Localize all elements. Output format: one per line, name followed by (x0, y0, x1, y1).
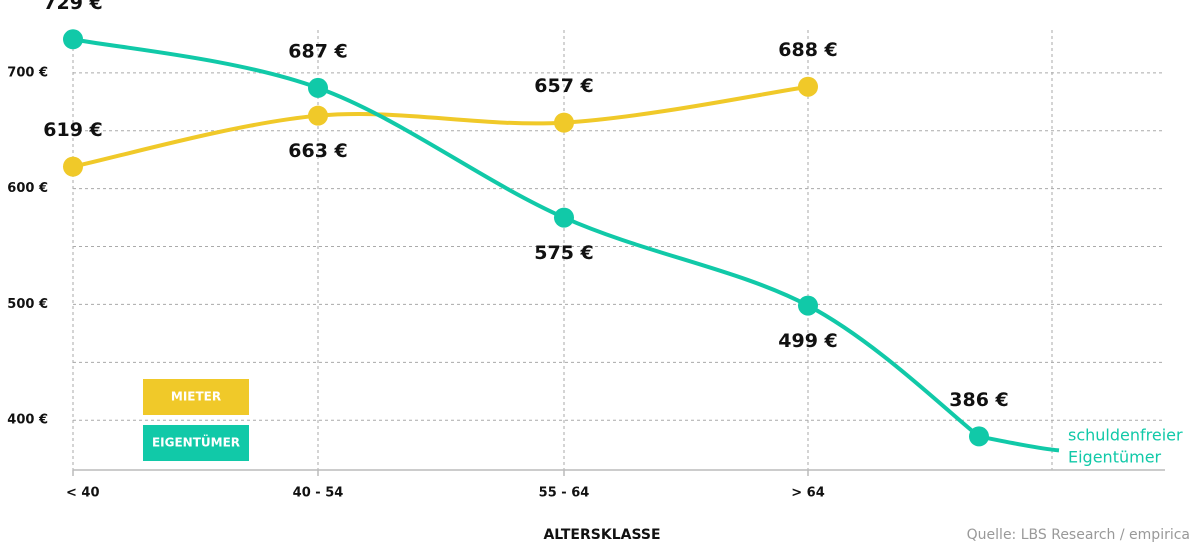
x-axis-label: ALTERSKLASSE (543, 527, 660, 543)
data-point (969, 426, 989, 447)
source: Quelle: LBS Research / empirica (967, 527, 1190, 543)
data-point (798, 295, 818, 316)
y-tick-label: 600 € (7, 181, 48, 196)
data-label: 729 € (43, 0, 103, 14)
data-label: 688 € (778, 39, 838, 61)
legend-label: EIGENTÜMER (152, 435, 240, 450)
y-tick-label: 500 € (7, 297, 48, 312)
y-tick-label: 700 € (7, 65, 48, 80)
data-point (63, 29, 83, 50)
data-label: 687 € (288, 40, 348, 62)
data-point (308, 77, 328, 98)
data-label: 386 € (949, 389, 1009, 411)
data-label: 575 € (534, 242, 594, 264)
x-tick-label: 55 - 64 (539, 486, 590, 501)
series-line (72, 37, 981, 439)
x-tick-label: 40 - 54 (293, 486, 344, 501)
legend-box (143, 379, 249, 415)
y-tick-label: 400 € (7, 413, 48, 428)
x-tick-label: < 40 (66, 486, 100, 501)
data-label: 499 € (778, 330, 838, 352)
line-tail (978, 434, 1060, 453)
x-tick-label: > 64 (791, 486, 825, 501)
legend-label: MIETER (171, 390, 221, 404)
data-label: 663 € (288, 140, 348, 162)
data-point (308, 105, 328, 126)
annotation: Eigentümer (1068, 448, 1162, 467)
annotation: schuldenfreier (1068, 426, 1183, 445)
data-point (63, 156, 83, 177)
data-point (554, 207, 574, 228)
data-point (798, 76, 818, 97)
legend-box (143, 425, 249, 461)
series-line (72, 84, 809, 169)
data-point (554, 112, 574, 133)
data-label: 619 € (43, 119, 103, 141)
data-label: 657 € (534, 75, 594, 97)
